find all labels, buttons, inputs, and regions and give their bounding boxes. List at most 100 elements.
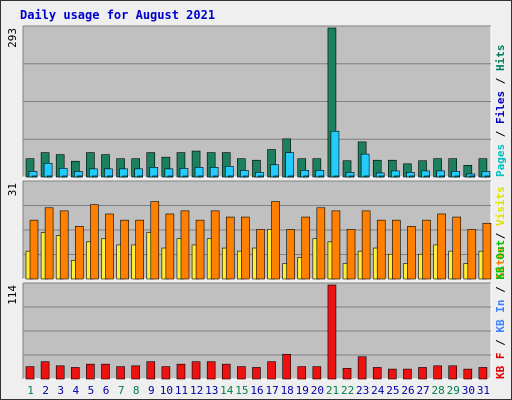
x-tick-label: 3 — [57, 384, 64, 397]
bar-sites — [437, 213, 446, 280]
bar-pages — [31, 175, 38, 178]
bar-pages — [182, 175, 189, 178]
bar-pages — [61, 175, 68, 178]
chart-title: Daily usage for August 2021 — [20, 8, 216, 22]
bar-sites — [120, 219, 129, 280]
bar-sites — [301, 216, 311, 280]
x-tick-label: 16 — [250, 384, 263, 397]
x-tick-label: 2 — [42, 384, 49, 397]
legend-item: KB In — [494, 300, 507, 333]
legend-separator: / — [494, 280, 507, 300]
bar-kbytes — [191, 361, 201, 380]
bar-sites — [407, 226, 416, 280]
x-tick-label: 29 — [447, 384, 460, 397]
bar-pages — [107, 175, 113, 178]
bar-pages — [363, 175, 370, 178]
bar-sites — [271, 201, 280, 280]
bar-kbytes — [101, 363, 110, 380]
bar-kbytes — [252, 367, 261, 380]
bar-pages — [484, 175, 491, 178]
bar-pages — [76, 175, 83, 178]
bar-files — [43, 162, 53, 178]
bar-kbytes — [40, 361, 50, 380]
bar-sites — [346, 229, 356, 280]
bar-sites — [452, 216, 462, 280]
x-tick-label: 11 — [175, 384, 188, 397]
bar-files — [194, 167, 204, 178]
bar-files — [330, 130, 340, 178]
bar-pages — [46, 175, 53, 178]
bar-kbytes — [327, 284, 337, 380]
bar-sites — [376, 219, 386, 280]
x-tick-label: 26 — [401, 384, 414, 397]
bar-sites — [210, 210, 220, 280]
x-tick-label: 6 — [103, 384, 110, 397]
x-tick-label: 21 — [326, 384, 339, 397]
bar-pages — [212, 175, 219, 178]
bar-sites — [316, 207, 326, 280]
bar-sites — [74, 226, 84, 280]
x-tick-label: 10 — [160, 384, 173, 397]
bar-pages — [243, 175, 249, 178]
bar-files — [209, 167, 219, 178]
bar-kbytes — [342, 367, 352, 380]
legend-item: KB F — [494, 353, 507, 380]
legend-separator: / — [494, 333, 507, 353]
bar-pages — [469, 175, 476, 178]
bar-kbytes — [357, 356, 367, 380]
bar-sites — [467, 229, 477, 280]
legend-item: Hits — [494, 45, 507, 72]
x-tick-label: 1 — [27, 384, 34, 397]
x-tick-label: 4 — [73, 384, 80, 397]
bar-pages — [273, 175, 279, 178]
bar-kbytes — [267, 361, 276, 380]
y-max-label: 31 — [6, 183, 19, 196]
x-tick-label: 5 — [88, 384, 95, 397]
x-tick-label: 13 — [205, 384, 218, 397]
bar-kbytes — [463, 368, 473, 380]
bar-sites — [225, 216, 235, 280]
bar-pages — [227, 175, 234, 178]
bar-pages — [394, 175, 400, 178]
x-tick-label: 18 — [281, 384, 294, 397]
legend-item: Visits — [494, 186, 507, 226]
bar-kbytes — [206, 361, 216, 380]
x-tick-label: 19 — [296, 384, 309, 397]
bar-sites — [150, 201, 160, 280]
x-tick-label: 22 — [341, 384, 354, 397]
bar-sites — [482, 222, 492, 280]
x-tick-label: 9 — [148, 384, 155, 397]
x-tick-label: 30 — [462, 384, 475, 397]
bar-pages — [303, 175, 310, 178]
bar-pages — [378, 175, 385, 178]
bar-pages — [409, 175, 415, 178]
bar-sites — [29, 219, 39, 280]
x-tick-label: 7 — [118, 384, 125, 397]
bar-kbytes — [433, 365, 442, 380]
y-max-label: 293 — [6, 28, 19, 48]
bar-pages — [424, 175, 430, 178]
bar-pages — [167, 175, 174, 178]
bar-sites — [180, 210, 190, 280]
bar-pages — [152, 175, 159, 178]
bar-kbytes — [297, 366, 307, 380]
x-tick-label: 8 — [133, 384, 140, 397]
x-tick-label: 28 — [432, 384, 445, 397]
x-tick-label: 24 — [371, 384, 385, 397]
x-tick-label: 17 — [265, 384, 278, 397]
bar-kbytes — [418, 367, 427, 380]
bar-sites — [105, 213, 114, 280]
bar-sites — [241, 216, 250, 280]
bar-kbytes — [282, 353, 291, 380]
x-tick-label: 27 — [416, 384, 429, 397]
bar-sites — [361, 210, 371, 280]
bar-kbytes — [176, 363, 186, 380]
legend-item: Pages — [494, 144, 507, 177]
x-tick-label: 15 — [235, 384, 248, 397]
bar-kbytes — [116, 366, 125, 380]
x-tick-label: 20 — [311, 384, 324, 397]
bar-sites — [256, 229, 265, 280]
x-tick-label: 14 — [220, 384, 234, 397]
bar-kbytes — [478, 367, 488, 380]
